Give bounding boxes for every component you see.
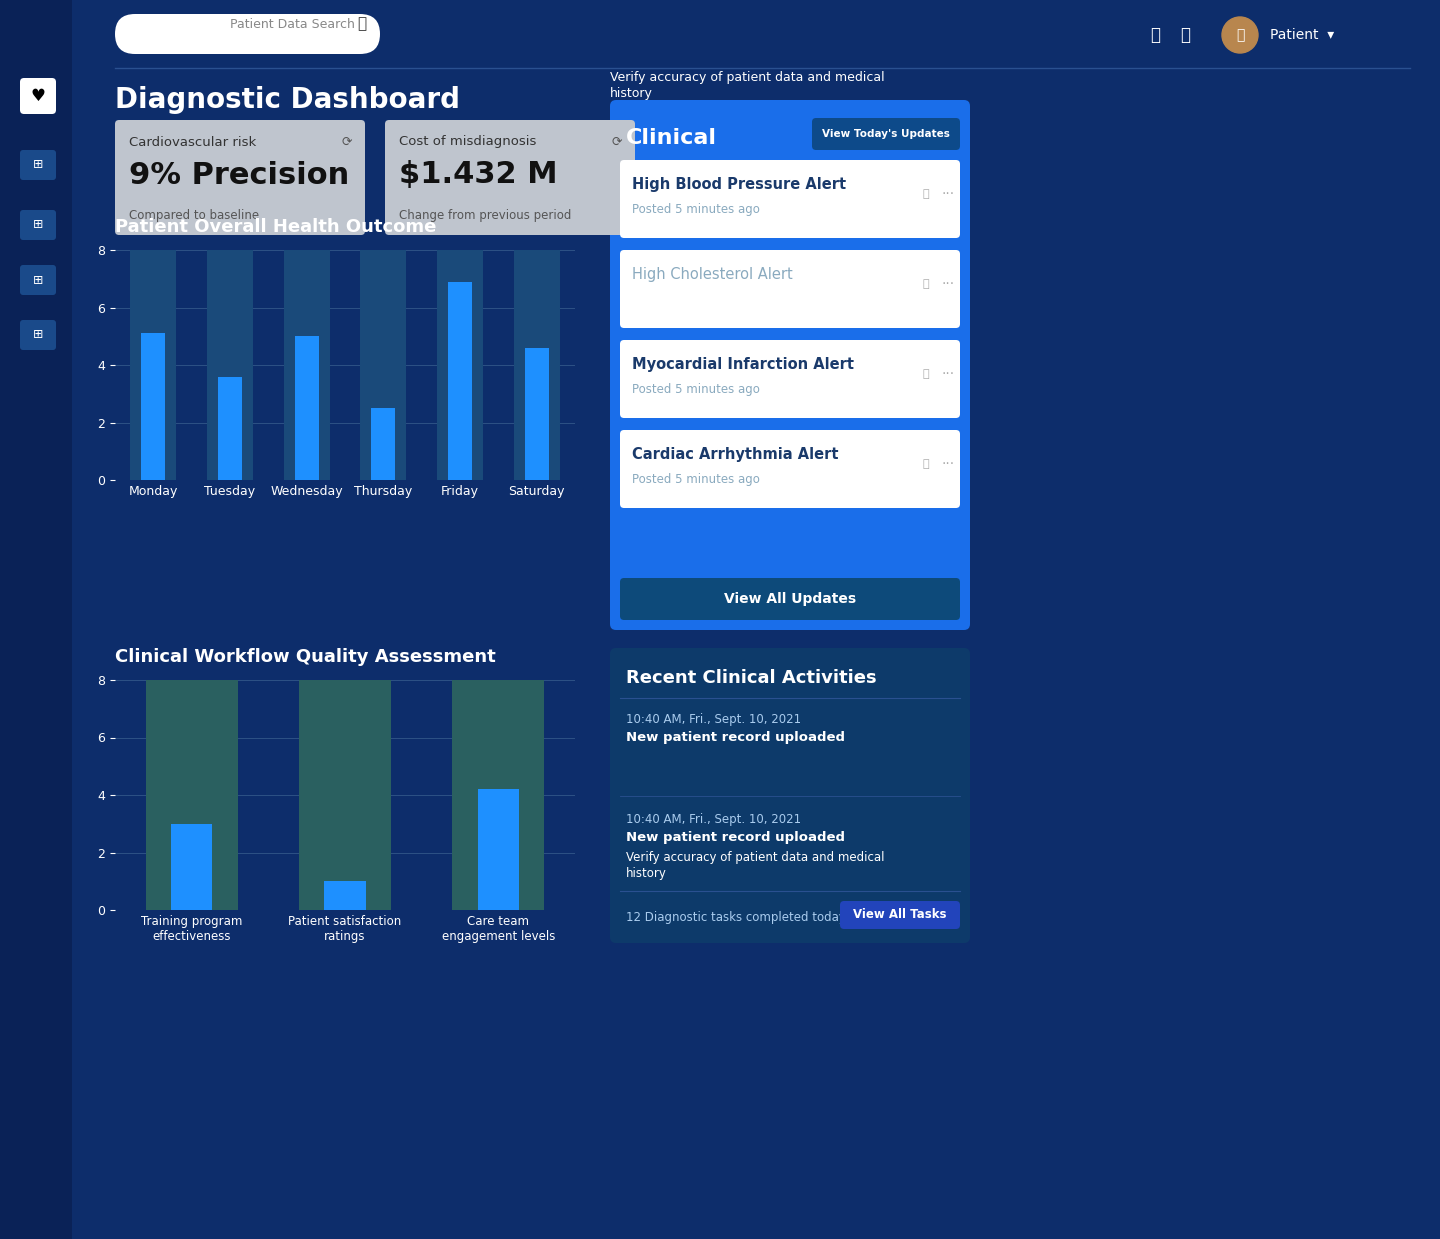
Bar	[295, 336, 318, 479]
Bar	[360, 250, 406, 479]
Bar	[372, 408, 396, 479]
Text: Recent Clinical Activities: Recent Clinical Activities	[626, 669, 877, 686]
FancyBboxPatch shape	[840, 901, 960, 929]
Text: ···: ···	[942, 187, 955, 201]
Bar	[171, 824, 212, 909]
FancyBboxPatch shape	[621, 250, 960, 328]
Text: ···: ···	[942, 278, 955, 291]
Text: ⊞: ⊞	[33, 274, 43, 286]
Text: ⟳: ⟳	[612, 135, 622, 149]
Text: 👤: 👤	[1236, 28, 1244, 42]
Text: Clinical: Clinical	[626, 128, 717, 147]
Text: View All Tasks: View All Tasks	[854, 908, 946, 922]
Text: Compared to baseline: Compared to baseline	[130, 208, 259, 222]
Text: ···: ···	[942, 367, 955, 382]
FancyBboxPatch shape	[621, 339, 960, 418]
Bar	[514, 250, 560, 479]
Text: Myocardial Infarction Alert: Myocardial Infarction Alert	[632, 357, 854, 372]
Text: New patient record uploaded: New patient record uploaded	[626, 831, 845, 844]
FancyBboxPatch shape	[611, 100, 971, 629]
Text: ♥: ♥	[30, 87, 46, 105]
Text: Cardiac Arrhythmia Alert: Cardiac Arrhythmia Alert	[632, 446, 838, 461]
Bar	[436, 250, 482, 479]
Text: Patient  ▾: Patient ▾	[1270, 28, 1335, 42]
Text: Posted 5 minutes ago: Posted 5 minutes ago	[632, 203, 760, 217]
Text: 📌: 📌	[923, 190, 929, 199]
Text: Patient Data Search: Patient Data Search	[230, 17, 354, 31]
Bar	[452, 680, 544, 909]
FancyBboxPatch shape	[115, 120, 364, 235]
Text: Posted 5 minutes ago: Posted 5 minutes ago	[632, 473, 760, 487]
FancyBboxPatch shape	[611, 648, 971, 943]
Text: View Today's Updates: View Today's Updates	[822, 129, 950, 139]
Bar	[217, 377, 242, 479]
FancyBboxPatch shape	[621, 160, 960, 238]
Bar	[478, 789, 518, 909]
Text: 🔔: 🔔	[1151, 26, 1161, 45]
Circle shape	[1223, 17, 1259, 53]
Text: 12 Diagnostic tasks completed today: 12 Diagnostic tasks completed today	[626, 911, 845, 923]
Text: Clinical Workflow Quality Assessment: Clinical Workflow Quality Assessment	[115, 648, 495, 667]
Bar	[207, 250, 253, 479]
Text: ⟳: ⟳	[341, 135, 353, 149]
FancyBboxPatch shape	[384, 120, 635, 235]
Text: 10:40 AM, Fri., Sept. 10, 2021: 10:40 AM, Fri., Sept. 10, 2021	[626, 712, 801, 726]
Text: ⊞: ⊞	[33, 218, 43, 232]
Text: $1.432 M: $1.432 M	[399, 161, 557, 190]
Text: Cost of misdiagnosis: Cost of misdiagnosis	[399, 135, 536, 149]
Bar	[0, 0, 72, 1239]
Text: High Blood Pressure Alert: High Blood Pressure Alert	[632, 176, 847, 192]
Text: Change from previous period: Change from previous period	[399, 208, 572, 222]
FancyBboxPatch shape	[621, 430, 960, 508]
Bar	[524, 348, 549, 479]
Text: High Cholesterol Alert: High Cholesterol Alert	[632, 266, 793, 281]
FancyBboxPatch shape	[20, 78, 56, 114]
Text: 🔍: 🔍	[357, 16, 367, 31]
FancyBboxPatch shape	[20, 320, 56, 349]
Bar	[324, 881, 366, 909]
FancyBboxPatch shape	[621, 579, 960, 620]
Text: 📌: 📌	[923, 279, 929, 289]
Bar	[145, 680, 238, 909]
Text: 📌: 📌	[923, 458, 929, 470]
Text: 📌: 📌	[923, 369, 929, 379]
Text: 💬: 💬	[1179, 26, 1189, 45]
Text: Diagnostic Dashboard: Diagnostic Dashboard	[115, 85, 459, 114]
Text: history: history	[626, 867, 667, 880]
Text: Posted 5 minutes ago: Posted 5 minutes ago	[632, 384, 760, 396]
FancyBboxPatch shape	[20, 209, 56, 240]
FancyBboxPatch shape	[115, 14, 380, 55]
Text: ⊞: ⊞	[33, 159, 43, 171]
Text: Verify accuracy of patient data and medical: Verify accuracy of patient data and medi…	[626, 851, 884, 864]
Text: New patient record uploaded: New patient record uploaded	[626, 731, 845, 743]
Text: 9% Precision: 9% Precision	[130, 161, 350, 190]
Text: history: history	[611, 88, 652, 100]
Text: 10:40 AM, Fri., Sept. 10, 2021: 10:40 AM, Fri., Sept. 10, 2021	[626, 813, 801, 826]
FancyBboxPatch shape	[812, 118, 960, 150]
Text: Patient Overall Health Outcome: Patient Overall Health Outcome	[115, 218, 436, 235]
Text: Verify accuracy of patient data and medical: Verify accuracy of patient data and medi…	[611, 72, 884, 84]
Bar	[141, 333, 166, 479]
Text: View All Updates: View All Updates	[724, 592, 855, 606]
Bar	[72, 0, 1440, 68]
Text: ⊞: ⊞	[33, 328, 43, 342]
Text: Cardiovascular risk: Cardiovascular risk	[130, 135, 256, 149]
Text: ···: ···	[942, 457, 955, 471]
Bar	[300, 680, 392, 909]
Bar	[131, 250, 176, 479]
FancyBboxPatch shape	[20, 150, 56, 180]
Bar	[448, 281, 472, 479]
FancyBboxPatch shape	[20, 265, 56, 295]
Bar	[284, 250, 330, 479]
